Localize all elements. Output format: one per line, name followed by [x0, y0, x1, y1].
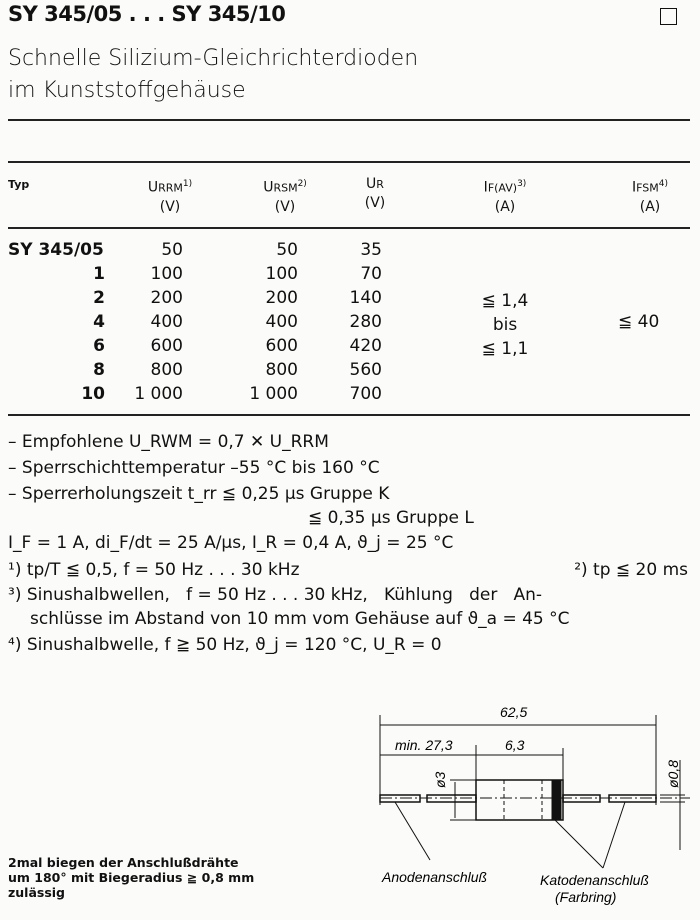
col-ur: UR (V) [364, 176, 386, 211]
col-typ: Typ [8, 178, 30, 191]
col-ifsm: IFSM4) (A) [632, 179, 668, 215]
cell-ursm: 400 [265, 312, 298, 332]
cell-urrm: 1 000 [134, 384, 183, 404]
cell-typ: 6 [93, 336, 105, 356]
note-line: ¹) tp/T ≦ 0,5, f = 50 Hz . . . 30 kHz [8, 560, 300, 580]
col-ursm: URSM2) (V) [263, 179, 307, 215]
cathode-label: Katodenanschluß [540, 872, 649, 888]
cell-ursm: 600 [265, 336, 298, 356]
cell-ursm: 200 [265, 288, 298, 308]
cell-ur: 35 [360, 240, 382, 260]
diode-dimension-drawing: 62,5 min. 27,3 6,3 ø3 ø0,8 Anodenanschlu… [379, 704, 690, 905]
cell-typ: 1 [93, 264, 105, 284]
cell-ur: 140 [349, 288, 382, 308]
subtitle-line-2: im Kunststoffgehäuse [8, 78, 246, 103]
cell-typ: 4 [93, 312, 105, 332]
note-line: ⁴) Sinushalbwelle, f ≧ 50 Hz, ϑ_j = 120 … [8, 635, 442, 655]
cell-urrm: 50 [161, 240, 183, 260]
cell-ursm: 1 000 [249, 384, 298, 404]
cell-ursm: 800 [265, 360, 298, 380]
note-line: I_F = 1 A, di_F/dt = 25 A/µs, I_R = 0,4 … [8, 533, 454, 553]
cell-ursm: 50 [276, 240, 298, 260]
ifav-value: ≦ 1,4 bis ≦ 1,1 [481, 291, 529, 359]
note-line: ≦ 0,35 µs Gruppe L [308, 508, 474, 528]
dim-diameter: ø3 [432, 771, 448, 788]
page-title: SY 345/05 . . . SY 345/10 [8, 2, 286, 26]
cathode-sublabel: (Farbring) [555, 889, 616, 905]
col-urrm: URRM1) (V) [147, 179, 193, 215]
dim-wire: ø0,8 [665, 760, 681, 788]
cell-typ: 10 [81, 384, 105, 404]
checkbox[interactable] [660, 8, 677, 25]
cell-ursm: 100 [265, 264, 298, 284]
note-line: ³) Sinushalbwellen, f = 50 Hz . . . 30 k… [8, 585, 543, 605]
cell-typ: 2 [93, 288, 105, 308]
divider [8, 414, 690, 416]
note-line: – Sperrschichttemperatur –55 °C bis 160 … [8, 458, 380, 478]
dim-lead: min. 27,3 [395, 737, 453, 753]
note-line: schlüsse im Abstand von 10 mm vom Gehäus… [30, 609, 570, 629]
anode-label: Anodenanschluß [381, 869, 487, 885]
note-line: – Sperrerholungszeit t_rr ≦ 0,25 µs Grup… [8, 484, 390, 504]
cell-urrm: 100 [150, 264, 183, 284]
bending-note: 2mal biegen der Anschlußdrähte um 180° mi… [8, 855, 255, 900]
note-line: ²) tp ≦ 20 ms [574, 560, 688, 580]
cell-urrm: 400 [150, 312, 183, 332]
divider [8, 119, 690, 121]
divider [8, 161, 690, 163]
cell-ur: 70 [360, 264, 382, 284]
divider [8, 227, 690, 229]
cell-typ: SY 345/05 [8, 240, 104, 260]
col-ifav: IF(AV)3) (A) [483, 179, 527, 215]
cell-ur: 700 [349, 384, 382, 404]
cell-urrm: 600 [150, 336, 183, 356]
note-line: – Empfohlene U_RWM = 0,7 ✕ U_RRM [8, 432, 329, 452]
cell-ur: 420 [349, 336, 382, 356]
subtitle-line-1: Schnelle Silizium-Gleichrichterdioden [8, 46, 419, 71]
dim-total: 62,5 [500, 704, 527, 720]
dim-body: 6,3 [505, 737, 525, 753]
cell-urrm: 800 [150, 360, 183, 380]
cell-ur: 280 [349, 312, 382, 332]
cell-ur: 560 [349, 360, 382, 380]
cell-urrm: 200 [150, 288, 183, 308]
ifsm-value: ≦ 40 [618, 312, 660, 332]
cell-typ: 8 [93, 360, 105, 380]
